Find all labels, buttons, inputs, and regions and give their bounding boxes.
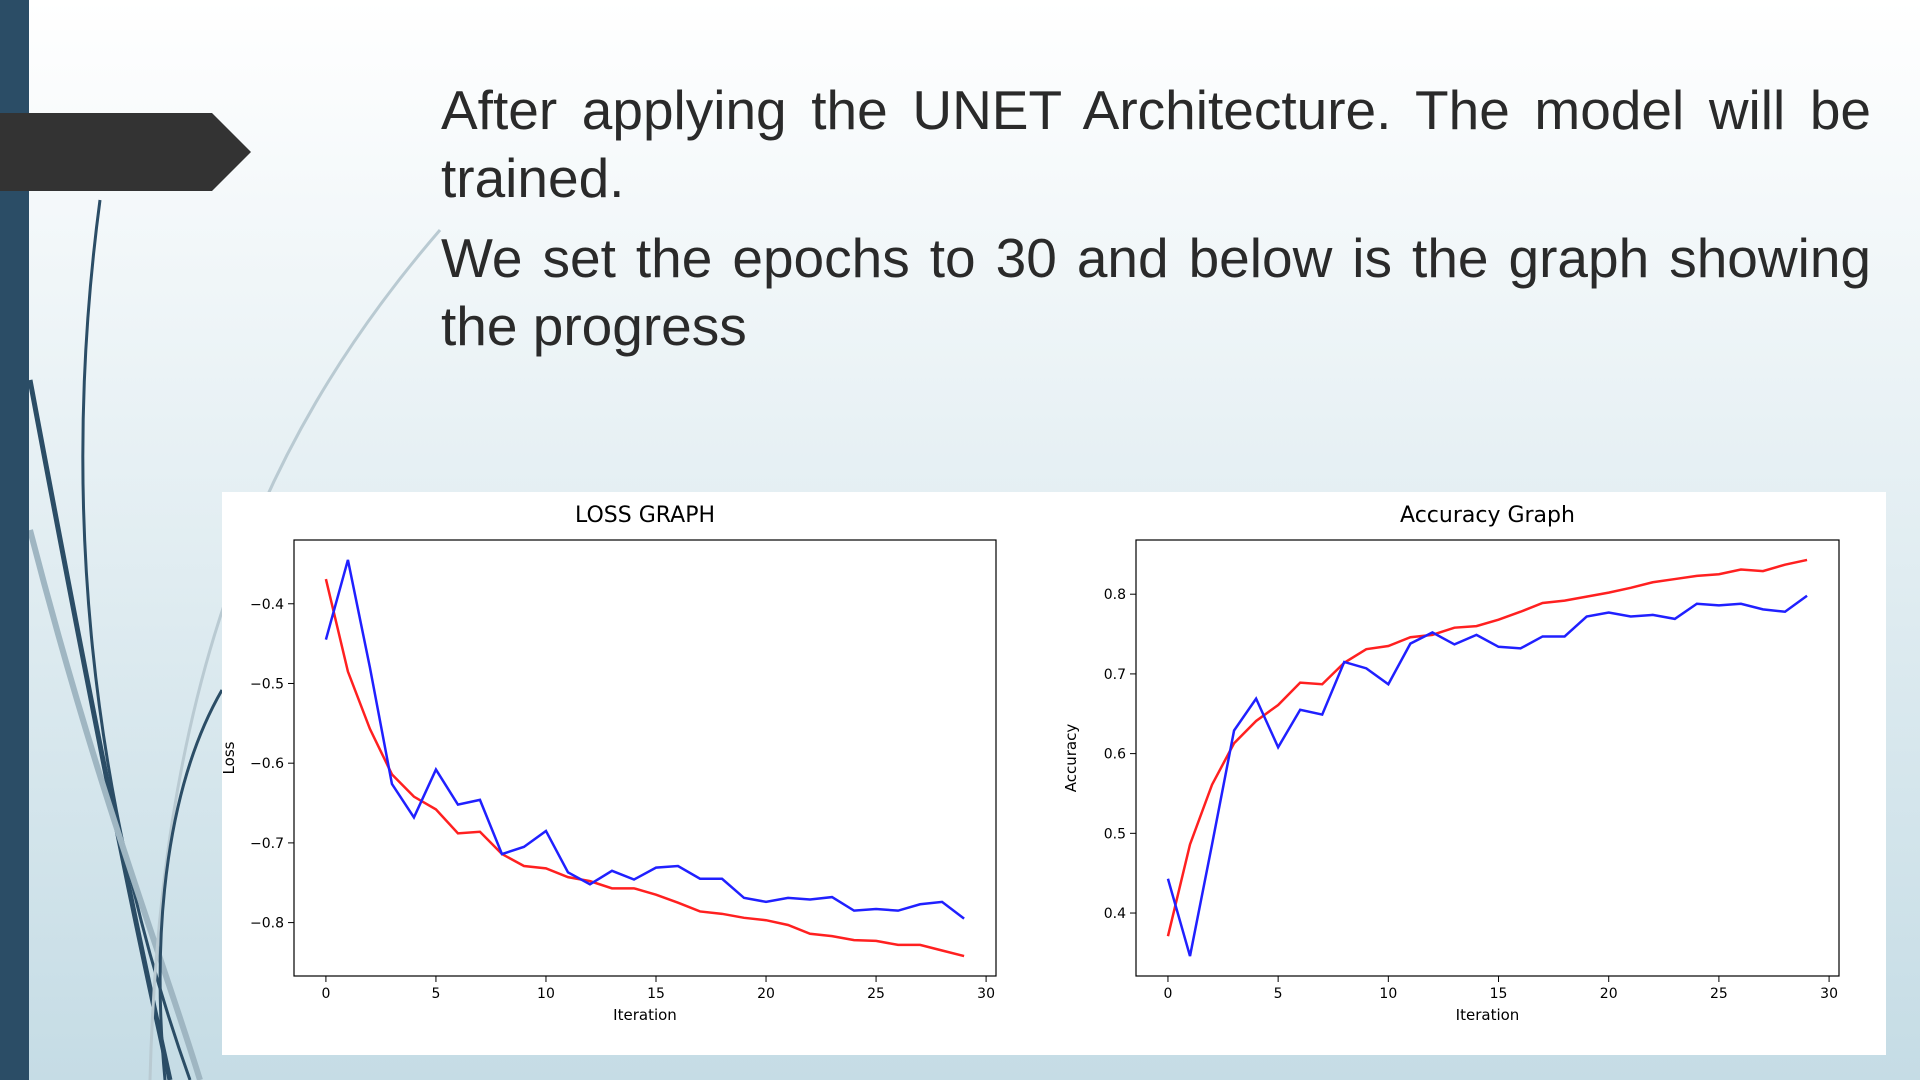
y-axis-label: Accuracy	[1062, 724, 1080, 793]
x-tick-label: 25	[867, 986, 885, 1002]
x-tick-label: 0	[321, 986, 330, 1002]
chart-panel	[222, 492, 1886, 1055]
arrow-banner	[0, 113, 251, 191]
x-tick-label: 10	[1379, 986, 1397, 1002]
x-axis-label: Iteration	[1456, 1006, 1520, 1024]
x-tick-label: 5	[431, 986, 440, 1002]
series-line	[1166, 558, 1808, 937]
y-tick-label: 0.8	[1104, 587, 1126, 603]
x-tick-label: 30	[1820, 986, 1838, 1002]
x-tick-label: 15	[647, 986, 665, 1002]
y-tick-label: −0.8	[250, 916, 284, 932]
y-tick-label: 0.6	[1104, 747, 1126, 763]
x-tick-label: 0	[1163, 986, 1172, 1002]
x-tick-label: 30	[977, 986, 995, 1002]
y-tick-label: −0.4	[250, 597, 284, 613]
plot-frame	[293, 539, 997, 977]
y-tick-label: −0.7	[250, 836, 284, 852]
chart-title: Accuracy Graph	[1400, 503, 1575, 528]
paragraph: We set the epochs to 30 and below is the…	[441, 227, 1871, 357]
series-line	[1166, 594, 1808, 957]
plot-frame	[1135, 539, 1840, 977]
series-line	[324, 578, 965, 958]
y-tick-label: −0.5	[250, 676, 284, 692]
x-tick-label: 20	[757, 986, 775, 1002]
x-tick-label: 5	[1274, 986, 1283, 1002]
paragraph: After applying the UNET Architecture. Th…	[441, 79, 1871, 209]
x-tick-label: 20	[1600, 986, 1618, 1002]
chart-title: LOSS GRAPH	[575, 503, 715, 528]
y-tick-label: 0.7	[1104, 667, 1126, 683]
x-tick-label: 25	[1710, 986, 1728, 1002]
slide-text: After applying the UNET Architecture. Th…	[441, 76, 1871, 372]
y-tick-label: 0.5	[1104, 826, 1126, 842]
x-tick-label: 15	[1490, 986, 1508, 1002]
y-tick-label: −0.6	[250, 756, 284, 772]
y-tick-label: 0.4	[1104, 906, 1126, 922]
y-axis-label: Loss	[220, 741, 238, 774]
x-tick-label: 10	[537, 986, 555, 1002]
series-line	[324, 559, 965, 920]
x-axis-label: Iteration	[613, 1006, 677, 1024]
